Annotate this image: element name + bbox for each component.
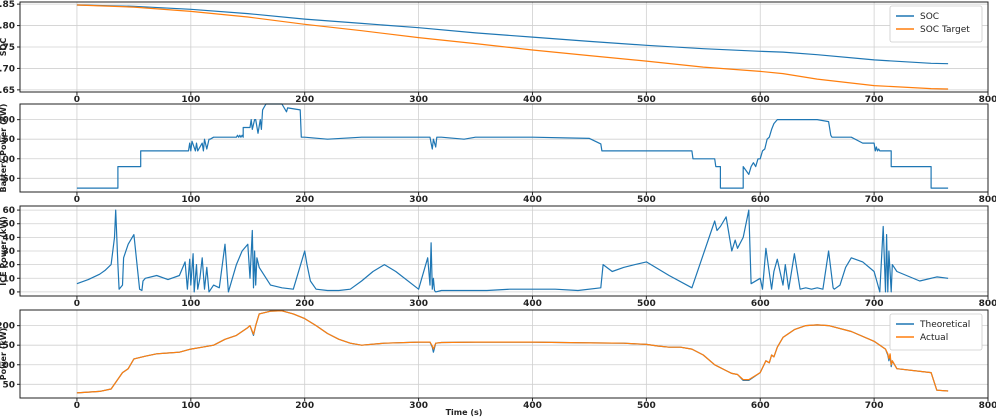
y-tick-label: 150 bbox=[0, 135, 15, 145]
legend-label: SOC bbox=[920, 12, 939, 22]
x-tick-label: 800 bbox=[979, 401, 996, 411]
x-tick-label: 200 bbox=[295, 195, 314, 205]
x-tick-label: 700 bbox=[865, 95, 884, 105]
legend-label: SOC Target bbox=[920, 25, 970, 35]
x-tick-label: 800 bbox=[979, 299, 996, 309]
x-tick-label: 400 bbox=[523, 195, 542, 205]
series-line-soc bbox=[76, 4, 949, 65]
x-tick-label: 100 bbox=[181, 299, 200, 309]
y-tick-label: 50 bbox=[2, 220, 15, 230]
series-line-1 bbox=[76, 103, 949, 189]
subplot-3: 0 100 200 300 400 500 600 700 800 0 10 20 30 40 50 60IC… bbox=[0, 205, 996, 309]
x-tick-label: 700 bbox=[865, 299, 884, 309]
x-tick-label: 500 bbox=[637, 95, 656, 105]
series-line-actual bbox=[76, 310, 949, 394]
subplot-4: 010020030040050060070080050100150200Powe… bbox=[0, 309, 996, 417]
y-axis-label: ICE Power (kW) bbox=[0, 216, 8, 285]
y-tick-label: 150 bbox=[0, 341, 15, 351]
y-tick-label: 50 bbox=[2, 174, 15, 184]
y-tick-label: 100 bbox=[0, 155, 15, 165]
x-tick-label: 400 bbox=[523, 299, 542, 309]
x-tick-label: 400 bbox=[523, 95, 542, 105]
x-tick-label: 600 bbox=[751, 195, 770, 205]
y-tick-label: 0.65 bbox=[0, 86, 15, 96]
y-tick-label: 10 bbox=[2, 274, 15, 284]
x-tick-label: 100 bbox=[181, 401, 200, 411]
series-line-theoretical bbox=[76, 310, 949, 394]
y-tick-label: 50 bbox=[2, 380, 15, 390]
x-tick-label: 0 bbox=[74, 95, 80, 105]
series-line-1 bbox=[76, 209, 949, 293]
legend-box bbox=[889, 313, 983, 351]
y-tick-label: 0 bbox=[9, 288, 15, 298]
y-tick-label: 0.70 bbox=[0, 64, 15, 74]
legend-label: Theoretical bbox=[919, 320, 970, 330]
y-tick-label: 30 bbox=[2, 247, 15, 257]
plot-frame bbox=[19, 103, 989, 193]
x-tick-label: 800 bbox=[979, 195, 996, 205]
legend-box bbox=[889, 5, 983, 43]
y-tick-label: 0.85 bbox=[0, 0, 15, 10]
series-line-soc-target bbox=[76, 4, 949, 90]
x-tick-label: 300 bbox=[409, 299, 428, 309]
y-tick-label: 20 bbox=[2, 261, 15, 271]
x-tick-label: 100 bbox=[181, 195, 200, 205]
x-tick-label: 200 bbox=[295, 401, 314, 411]
subplot-1: 0 100 200 300 400 500 600 700 800 0.65 0.70 0.75 0.8… bbox=[0, 0, 996, 105]
x-tick-label: 700 bbox=[865, 195, 884, 205]
x-tick-label: 200 bbox=[295, 299, 314, 309]
x-tick-label: 100 bbox=[181, 95, 200, 105]
legend: SOC SOC Target bbox=[889, 5, 983, 43]
x-tick-label: 700 bbox=[865, 401, 884, 411]
x-tick-label: 600 bbox=[751, 401, 770, 411]
plot-frame bbox=[19, 309, 989, 399]
x-tick-label: 600 bbox=[751, 95, 770, 105]
x-tick-label: 600 bbox=[751, 299, 770, 309]
x-tick-label: 500 bbox=[637, 401, 656, 411]
subplot-2: 010020030040050060070080050100150200Batt… bbox=[0, 103, 996, 205]
y-tick-label: 40 bbox=[2, 233, 15, 243]
legend: Theoretical Actual bbox=[889, 313, 983, 351]
y-tick-label: 200 bbox=[0, 322, 15, 332]
y-axis-label: SOC bbox=[0, 38, 8, 57]
y-axis-label: Battery Power (kW) bbox=[0, 104, 8, 193]
y-tick-label: 0.75 bbox=[0, 43, 15, 53]
x-axis-label: Time (s) bbox=[446, 408, 483, 417]
y-axis-label: Power (kW) bbox=[0, 328, 8, 380]
x-tick-label: 200 bbox=[295, 95, 314, 105]
x-tick-label: 300 bbox=[409, 401, 428, 411]
x-tick-label: 800 bbox=[979, 95, 996, 105]
y-tick-label: 100 bbox=[0, 361, 15, 371]
x-tick-label: 500 bbox=[637, 195, 656, 205]
x-tick-label: 0 bbox=[74, 401, 80, 411]
legend-label: Actual bbox=[920, 333, 948, 343]
x-tick-label: 300 bbox=[409, 95, 428, 105]
y-tick-label: 200 bbox=[0, 116, 15, 126]
x-tick-label: 500 bbox=[637, 299, 656, 309]
y-tick-label: 60 bbox=[2, 206, 15, 216]
x-tick-label: 0 bbox=[74, 195, 80, 205]
x-tick-label: 300 bbox=[409, 195, 428, 205]
x-tick-label: 400 bbox=[523, 401, 542, 411]
y-tick-label: 0.80 bbox=[0, 22, 15, 32]
x-tick-label: 0 bbox=[74, 299, 80, 309]
